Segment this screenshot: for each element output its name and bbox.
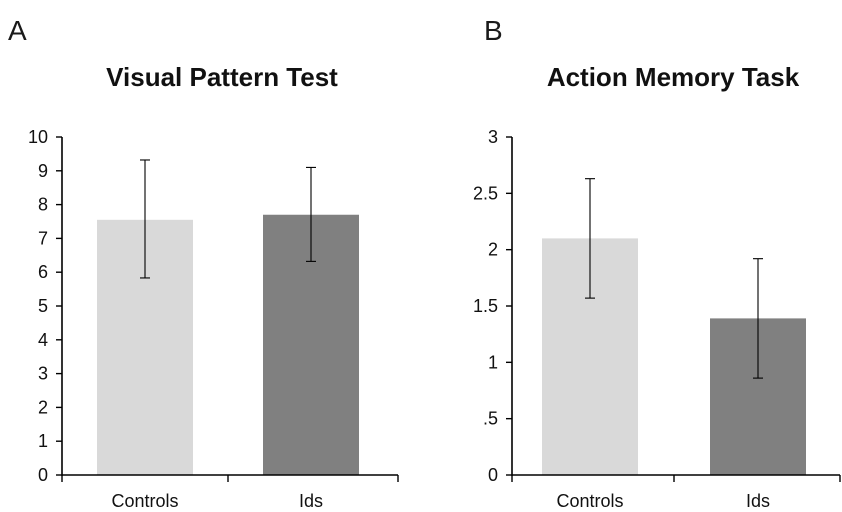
y-tick-label-a-4: 4	[38, 330, 48, 350]
y-ticks-b: 0 .5 1 1.5 2 2.5 3	[473, 127, 512, 485]
x-label-b-ids: Ids	[746, 491, 770, 511]
y-tick-label-a-7: 7	[38, 228, 48, 248]
x-label-b-controls: Controls	[556, 491, 623, 511]
y-tick-label-a-3: 3	[38, 364, 48, 384]
y-tick-label-a-10: 10	[28, 127, 48, 147]
error-bars-a	[140, 159, 316, 279]
y-tick-label-a-2: 2	[38, 397, 48, 417]
y-tick-label-a-5: 5	[38, 296, 48, 316]
y-tick-label-b-2: 1	[488, 352, 498, 372]
y-tick-label-b-6: 3	[488, 127, 498, 147]
panel-letter-b: B	[484, 15, 503, 46]
y-ticks-a: 0 1 2 3 4 5 6 7 8 9 10	[28, 127, 62, 485]
y-tick-label-a-8: 8	[38, 195, 48, 215]
panel-title-a: Visual Pattern Test	[106, 62, 338, 92]
error-bar-b-ids	[753, 258, 763, 379]
y-tick-label-b-1: .5	[483, 409, 498, 429]
bars-b	[542, 238, 806, 475]
x-label-a-ids: Ids	[299, 491, 323, 511]
x-labels-a: Controls Ids	[111, 491, 323, 511]
y-tick-label-a-9: 9	[38, 161, 48, 181]
bars-a	[97, 214, 359, 476]
y-tick-label-a-0: 0	[38, 465, 48, 485]
error-bar-b-controls	[585, 178, 595, 299]
y-tick-label-b-0: 0	[488, 465, 498, 485]
error-bar-a-ids	[306, 166, 316, 262]
panel-letter-a: A	[8, 15, 27, 46]
x-labels-b: Controls Ids	[556, 491, 770, 511]
panel-a: A Visual Pattern Test 0 1 2 3 4 5 6 7 8 9 10 Contr…	[8, 15, 399, 511]
y-tick-label-b-4: 2	[488, 240, 498, 260]
panel-title-b: Action Memory Task	[547, 62, 800, 92]
y-tick-label-a-1: 1	[38, 431, 48, 451]
error-bars-b	[585, 178, 763, 379]
error-bar-a-controls	[140, 159, 150, 279]
y-tick-label-b-5: 2.5	[473, 183, 498, 203]
x-label-a-controls: Controls	[111, 491, 178, 511]
panel-b: B Action Memory Task 0 .5 1 1.5 2 2.5 3 Contro…	[473, 15, 841, 511]
y-tick-label-b-3: 1.5	[473, 296, 498, 316]
y-tick-label-a-6: 6	[38, 262, 48, 282]
